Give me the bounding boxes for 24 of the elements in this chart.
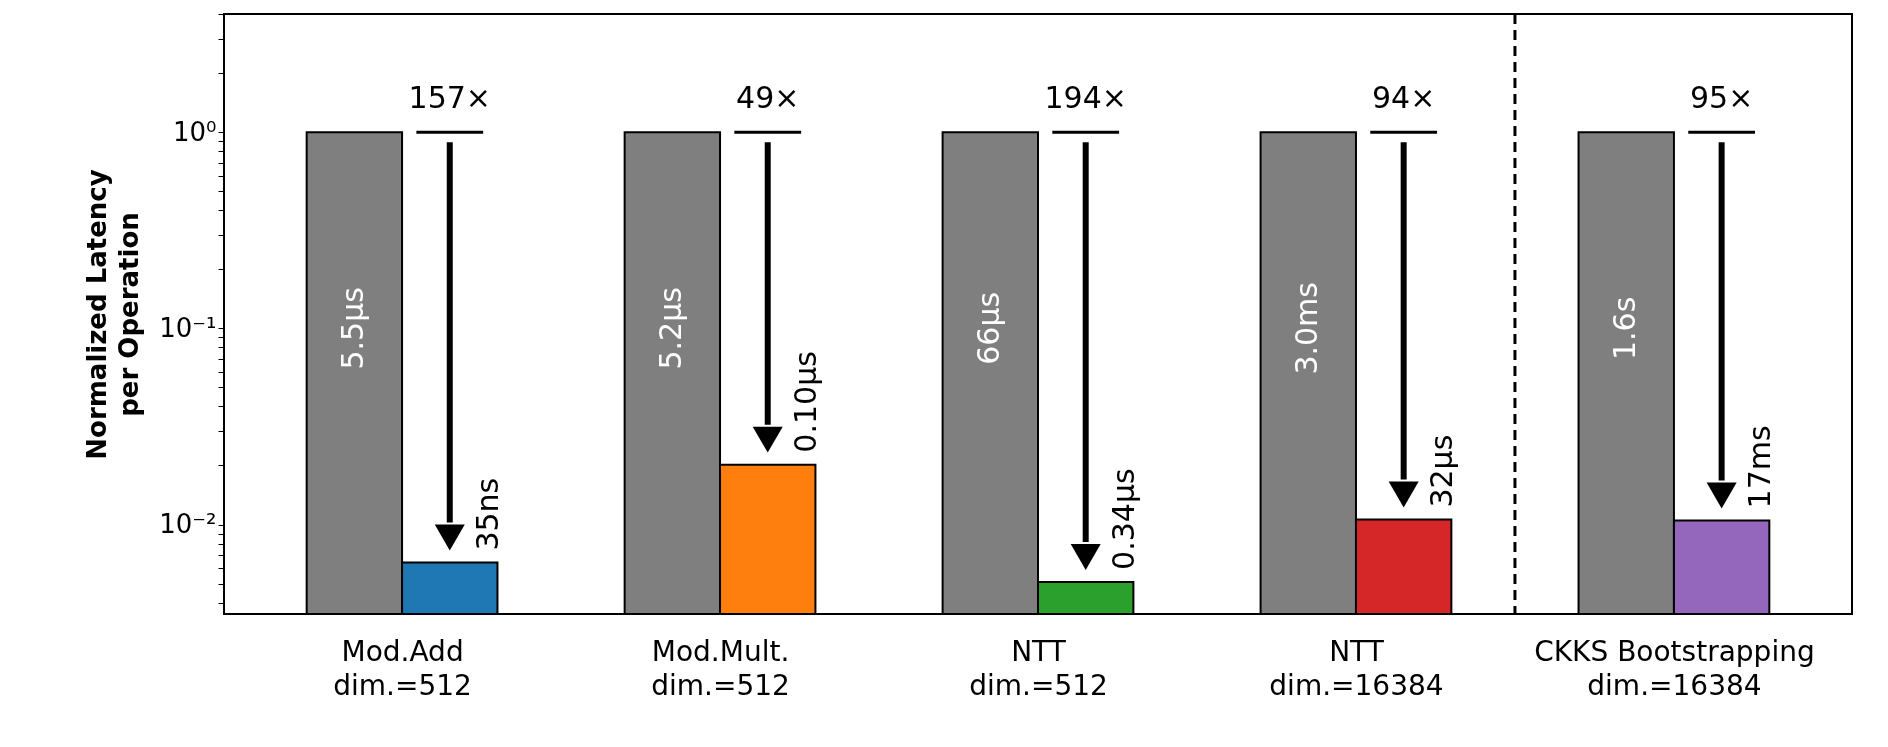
annotation: 0.34µs [1105, 468, 1141, 570]
x-tick-label: Mod.Mult. dim.=512 [651, 634, 790, 702]
annotation: 95× [1689, 80, 1754, 116]
annotation: 0.10µs [787, 351, 823, 453]
x-tick-label: NTT dim.=16384 [1269, 634, 1444, 702]
y-tick-label: 10⁻¹ [159, 312, 217, 343]
annotation: 49× [736, 80, 800, 116]
annotation: 35ns [469, 477, 505, 551]
annotation: 94× [1372, 80, 1436, 116]
x-tick-label: NTT dim.=512 [969, 634, 1108, 702]
y-tick-label: 10⁰ [172, 116, 217, 147]
annotation: 5.5µs [335, 287, 371, 370]
x-tick-label: CKKS Bootstrapping dim.=16384 [1534, 634, 1815, 702]
annotation: 157× [408, 80, 491, 116]
annotation: 3.0ms [1289, 282, 1325, 375]
annotation: 66µs [971, 291, 1007, 365]
y-axis-title: Normalized Latency per Operation [82, 169, 145, 460]
x-tick-label: Mod.Add dim.=512 [333, 634, 472, 702]
annotation: 32µs [1423, 434, 1459, 508]
annotation: 1.6s [1607, 296, 1643, 361]
annotation: 5.2µs [653, 287, 689, 370]
annotation: 17ms [1741, 425, 1777, 509]
annotation: 194× [1044, 80, 1127, 116]
y-tick-label: 10⁻² [159, 509, 217, 540]
